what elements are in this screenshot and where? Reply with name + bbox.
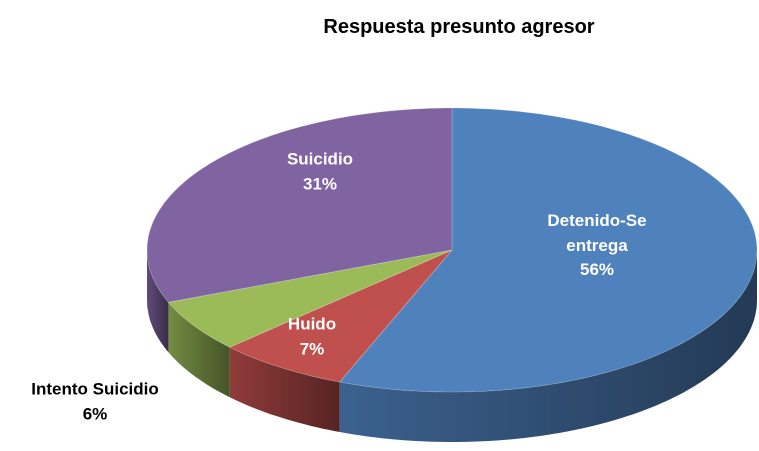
slice: [146, 107, 453, 303]
slice: [338, 107, 758, 393]
slice: [167, 249, 453, 348]
data-label: Suicidio 31%: [270, 147, 370, 196]
slice-side: [147, 250, 169, 353]
value-label: 31%: [302, 174, 338, 193]
data-label: Huido 7%: [272, 312, 352, 361]
category-label: Huido: [287, 314, 337, 334]
category-label: Detenido-Se entrega: [547, 211, 647, 255]
slice-side: [229, 347, 340, 432]
slice: [228, 249, 453, 383]
data-label: Detenido-Se entrega 56%: [532, 209, 662, 283]
data-label: Intento Suicidio 6%: [0, 377, 190, 426]
chart-title: Respuesta presunto agresor: [323, 16, 595, 38]
value-label: 6%: [82, 404, 108, 423]
slice-side: [168, 302, 230, 398]
value-label: 56%: [579, 260, 615, 280]
value-label: 7%: [299, 339, 325, 358]
category-label: Suicidio: [286, 149, 354, 169]
slice-side: [339, 250, 757, 442]
category-label: Intento Suicidio: [31, 379, 159, 399]
